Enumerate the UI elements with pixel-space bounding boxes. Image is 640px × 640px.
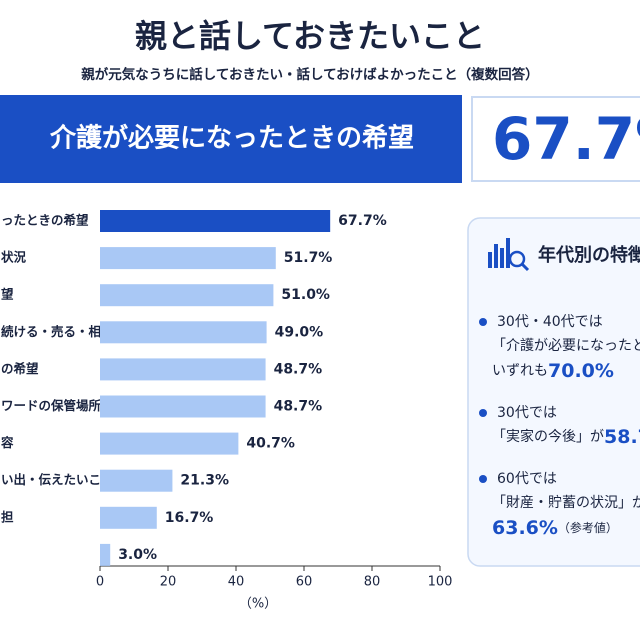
item-heading: 60代では: [497, 471, 557, 487]
x-tick-label: 100: [428, 575, 453, 590]
item-note: （参考値）: [558, 520, 618, 535]
item-highlight: 63.6%: [492, 517, 558, 539]
bar: [100, 284, 274, 307]
item-highlight: 58.7: [604, 426, 640, 448]
panel-icon: [488, 238, 530, 272]
value-label: 3.0%: [118, 547, 157, 563]
bar: [100, 210, 331, 232]
value-label: 49.0%: [275, 324, 324, 340]
bar: [100, 543, 111, 566]
x-tick-label: 0: [96, 575, 104, 590]
bar: [100, 506, 157, 529]
bar: [100, 358, 266, 381]
value-label: 48.7%: [274, 361, 323, 377]
y-tick-label: 続ける・売る・相続）: [1, 324, 126, 339]
panel-title: 年代別の特徴: [538, 244, 640, 266]
panel: [467, 217, 640, 567]
banner-value: 67.7%: [492, 105, 640, 173]
bullet: [479, 475, 487, 483]
bar: [100, 432, 239, 455]
y-tick-label: 望: [1, 287, 14, 302]
value-label: 51.7%: [284, 250, 333, 266]
item-tail: 「実家の今後」が: [492, 428, 604, 445]
y-tick-label: 状況: [1, 250, 27, 265]
subtitle: 親が元気なうちに話しておきたい・話しておけばよかったこと（複数回答）: [81, 66, 538, 83]
bar: [100, 395, 266, 418]
item-final: 「実家の今後」が58.7: [492, 426, 640, 448]
item-final: 63.6%（参考値）: [492, 517, 618, 539]
y-tick-label: い出・伝えたいこと: [1, 472, 114, 487]
banner-value-box: [471, 96, 640, 182]
value-label: 21.3%: [180, 473, 229, 489]
title: 親と話しておきたいこと: [135, 17, 485, 55]
bar: [100, 469, 173, 492]
item-final: いずれも70.0%: [492, 360, 614, 382]
item-line: 「介護が必要になったときの: [492, 338, 640, 354]
x-tick-label: 60: [296, 575, 313, 590]
y-tick-label: ったときの希望: [1, 213, 89, 228]
x-tick-label: 80: [364, 575, 381, 590]
x-tick-label: 40: [228, 575, 245, 590]
item-tail: いずれも: [492, 363, 548, 379]
y-tick-label: 担: [1, 509, 14, 524]
value-label: 51.0%: [281, 287, 330, 303]
item-heading: 30代・40代では: [497, 314, 603, 330]
value-label: 67.7%: [338, 213, 387, 229]
y-tick-label: 容: [0, 435, 14, 450]
item-line: 「財産・貯蓄の状況」が: [492, 495, 640, 511]
banner: [0, 95, 462, 183]
x-tick-label: 20: [160, 575, 177, 590]
banner-label: 介護が必要になったときの希望: [49, 123, 414, 154]
y-tick-label: ワードの保管場所: [1, 398, 102, 413]
x-axis-label: （%）: [239, 597, 277, 612]
bullet: [479, 318, 487, 326]
value-label: 48.7%: [274, 399, 323, 415]
item-highlight: 70.0%: [548, 360, 614, 382]
item-heading: 30代では: [497, 405, 557, 421]
value-label: 16.7%: [165, 510, 214, 526]
value-label: 40.7%: [246, 436, 295, 452]
bullet: [479, 409, 487, 417]
y-tick-label: の希望: [1, 361, 39, 376]
bar: [100, 321, 267, 344]
bar: [100, 247, 276, 270]
